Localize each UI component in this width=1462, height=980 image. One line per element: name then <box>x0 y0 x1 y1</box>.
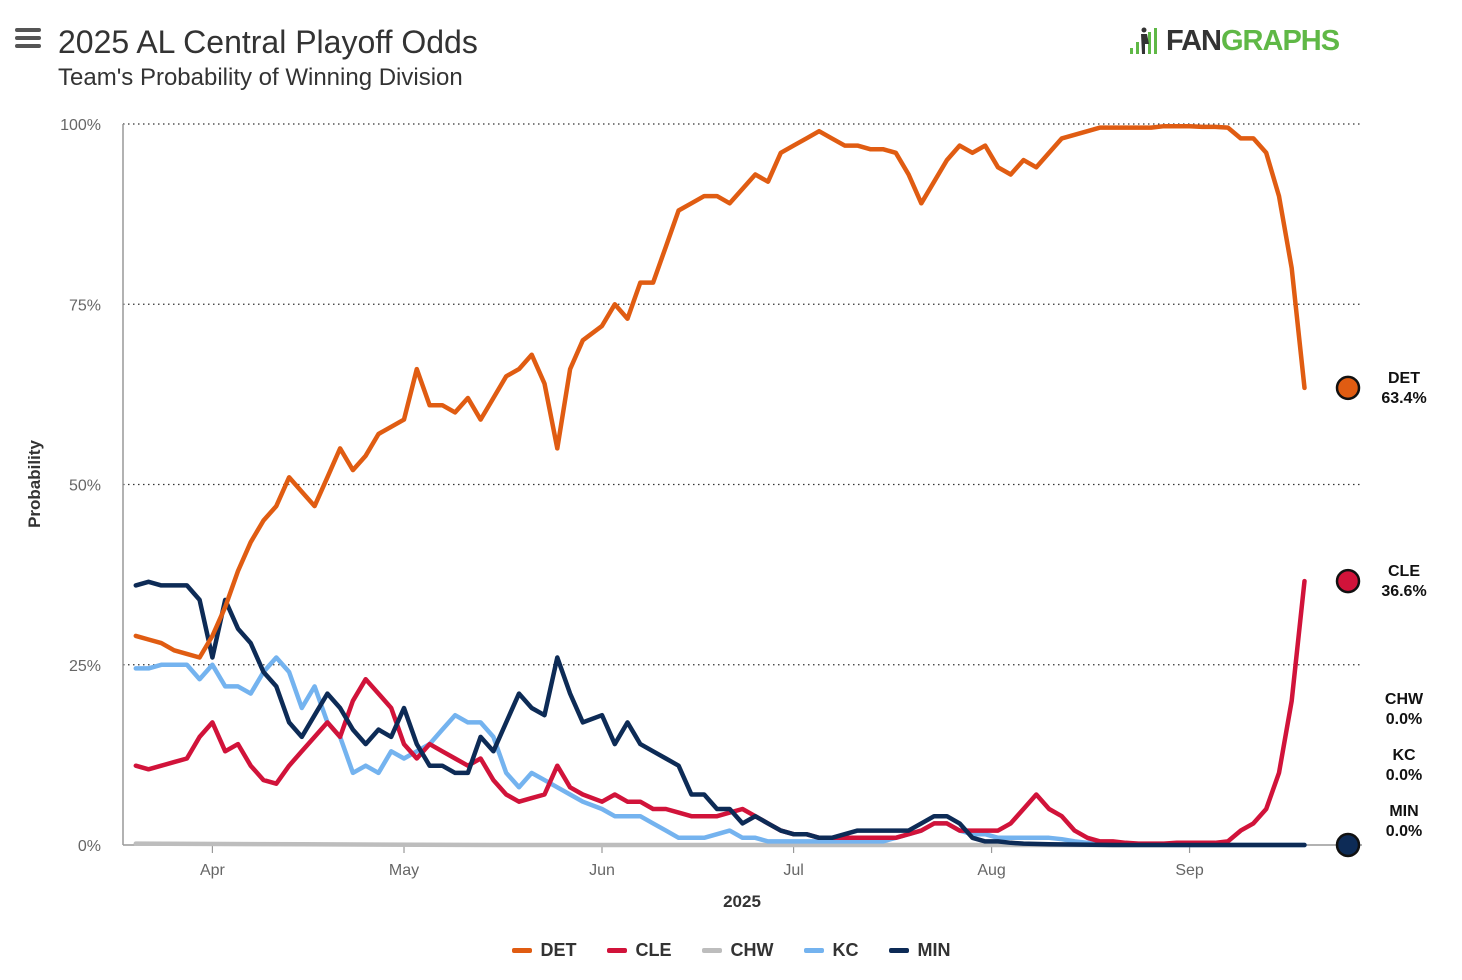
end-label-team: DET <box>1388 370 1420 387</box>
series-lines <box>133 123 1307 848</box>
x-tick-label: Jun <box>589 862 615 879</box>
y-tick-label: 0% <box>78 838 101 855</box>
fangraphs-bars-icon <box>1130 27 1157 54</box>
legend-label: CLE <box>635 940 672 960</box>
legend-item-kc[interactable]: KC <box>803 940 859 961</box>
series-line-min <box>133 579 1307 848</box>
legend-swatch <box>888 948 909 953</box>
end-label-value: 63.4% <box>1381 390 1426 407</box>
grid-lines <box>123 123 1362 666</box>
legend-swatch <box>701 948 722 953</box>
series-line-det <box>133 123 1307 660</box>
end-marker-det <box>1335 375 1361 401</box>
end-label-value: 0.0% <box>1386 823 1422 840</box>
chart-menu-button[interactable] <box>15 28 41 50</box>
y-tick-label: 100% <box>60 117 101 134</box>
end-label-value: 36.6% <box>1381 583 1426 600</box>
hamburger-icon-bar <box>15 28 41 32</box>
legend-item-det[interactable]: DET <box>511 940 577 961</box>
legend: DET CLE CHW KC MIN <box>0 940 1462 961</box>
x-tick-label: Sep <box>1175 862 1204 879</box>
chart-subtitle: Team's Probability of Winning Division <box>58 64 463 91</box>
x-tick-label: Apr <box>200 862 226 879</box>
legend-swatch <box>511 948 532 953</box>
end-label-value: 0.0% <box>1386 711 1422 728</box>
legend-label: MIN <box>917 940 951 960</box>
end-label-team: KC <box>1392 747 1416 764</box>
end-marker-min <box>1335 832 1361 858</box>
y-tick-label: 75% <box>69 297 101 314</box>
x-axis-title: 2025 <box>723 892 761 911</box>
legend-label: DET <box>540 940 577 960</box>
series-line-cle <box>133 578 1307 846</box>
legend-swatch <box>606 948 627 953</box>
fangraphs-wordmark: FANGRAPHS <box>1166 24 1340 57</box>
fangraphs-logo: FANGRAPHS <box>1128 24 1340 58</box>
end-label-value: 0.0% <box>1386 767 1422 784</box>
end-marker-cle <box>1335 568 1361 594</box>
end-labels: DET 63.4% CLE 36.6% CHW 0.0% KC 0.0% MIN 0.0% <box>1381 370 1426 840</box>
end-label-team: CLE <box>1388 563 1420 580</box>
x-axis: Apr May Jun Jul Aug Sep <box>123 844 1362 879</box>
legend-label: KC <box>832 940 859 960</box>
chart-title: 2025 AL Central Playoff Odds <box>58 24 478 60</box>
hamburger-icon-bar <box>15 44 41 48</box>
legend-swatch <box>803 948 824 953</box>
y-tick-label: 25% <box>69 658 101 675</box>
series-line-chw <box>133 841 1307 848</box>
x-tick-label: Aug <box>977 862 1005 879</box>
legend-label: CHW <box>730 940 774 960</box>
x-tick-label: May <box>389 862 419 879</box>
series-line-kc <box>133 655 1307 848</box>
end-label-team: CHW <box>1385 691 1424 708</box>
legend-item-min[interactable]: MIN <box>888 940 951 961</box>
y-axis-title: Probability <box>25 440 44 528</box>
legend-item-chw[interactable]: CHW <box>701 940 774 961</box>
legend-item-cle[interactable]: CLE <box>606 940 672 961</box>
y-axis: 0% 25% 50% 75% 100% <box>60 117 124 855</box>
hamburger-icon-bar <box>15 36 41 40</box>
end-label-team: MIN <box>1389 803 1418 820</box>
x-tick-label: Jul <box>783 862 803 879</box>
line-chart: 0% 25% 50% 75% 100% Apr May Jun Jul Aug Sep DET 63… <box>25 117 1427 911</box>
y-tick-label: 50% <box>69 478 101 495</box>
end-markers <box>1335 375 1361 858</box>
